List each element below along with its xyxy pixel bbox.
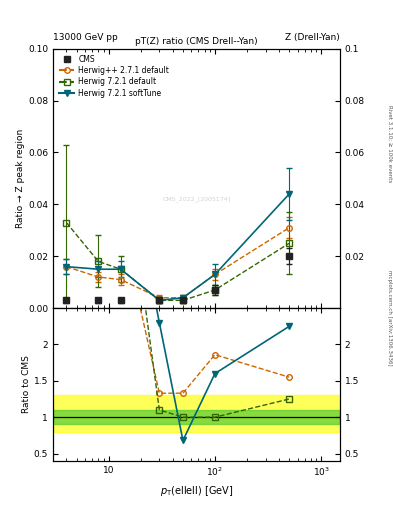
Text: Z (Drell-Yan): Z (Drell-Yan) — [285, 33, 340, 42]
Title: pT(Z) ratio (CMS Drell--Yan): pT(Z) ratio (CMS Drell--Yan) — [135, 37, 258, 47]
Text: mcplots.cern.ch [arXiv:1306.3436]: mcplots.cern.ch [arXiv:1306.3436] — [387, 270, 392, 365]
Y-axis label: Ratio to CMS: Ratio to CMS — [22, 355, 31, 413]
Text: CMS_2022_[2005174]: CMS_2022_[2005174] — [162, 196, 231, 202]
Y-axis label: Ratio → Z peak region: Ratio → Z peak region — [16, 129, 25, 228]
Legend: CMS, Herwig++ 2.7.1 default, Herwig 7.2.1 default, Herwig 7.2.1 softTune: CMS, Herwig++ 2.7.1 default, Herwig 7.2.… — [57, 52, 171, 100]
X-axis label: $p_{\rm T}$(ellell) [GeV]: $p_{\rm T}$(ellell) [GeV] — [160, 484, 233, 498]
Text: Rivet 3.1.10; ≥ 100k events: Rivet 3.1.10; ≥ 100k events — [387, 105, 392, 182]
Text: 13000 GeV pp: 13000 GeV pp — [53, 33, 118, 42]
